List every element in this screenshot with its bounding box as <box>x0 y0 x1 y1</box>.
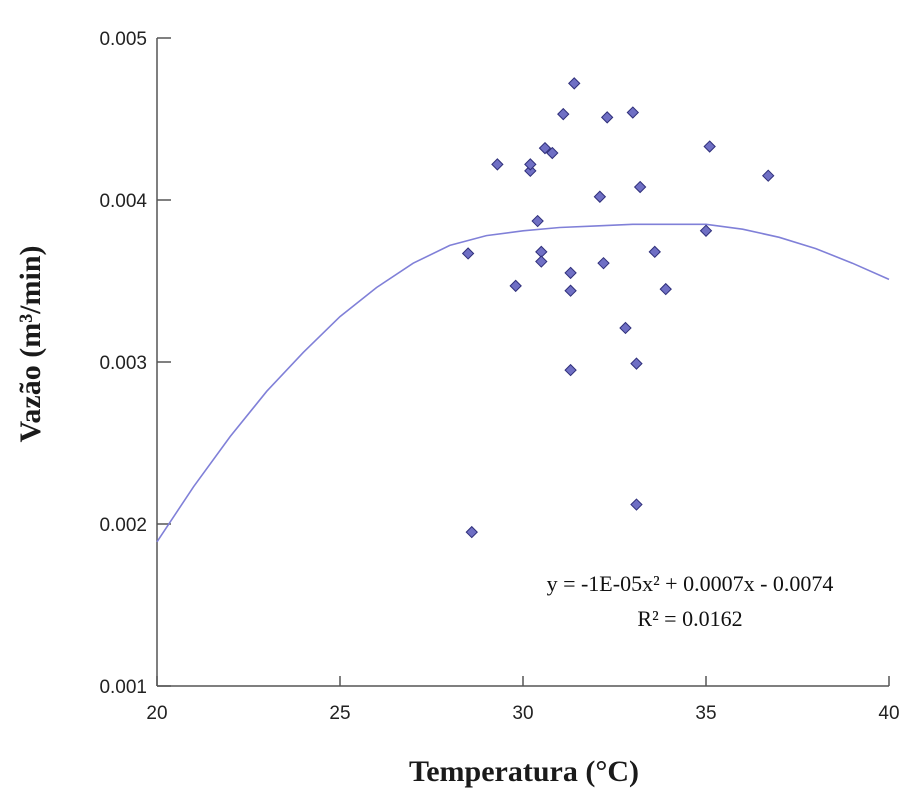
scatter-point <box>546 146 559 160</box>
scatter-point <box>461 247 475 260</box>
scatter-point <box>600 111 614 124</box>
scatter-point <box>762 169 775 182</box>
scatter-point <box>568 77 581 90</box>
scatter-point <box>524 164 537 178</box>
x-tick-label: 30 <box>512 703 533 724</box>
y-axis-title: Vazão (m³/min) <box>14 245 47 442</box>
scatter-point <box>557 107 570 121</box>
scatter-point <box>659 282 672 296</box>
scatter-point <box>699 224 713 237</box>
y-tick-label: 0.001 <box>99 677 147 698</box>
scatter-point <box>465 525 478 539</box>
trendline <box>156 223 890 543</box>
x-axis-title: Temperatura (°C) <box>409 755 639 788</box>
ticks: 20 25 30 35 40 0.001 0.002 0.003 0.004 0.005 <box>99 29 899 724</box>
scatter-point <box>593 190 607 203</box>
scatter-point <box>703 140 716 153</box>
scatter-point <box>524 158 537 171</box>
y-tick-label: 0.003 <box>99 353 147 374</box>
scatter-point <box>535 255 548 268</box>
scatter-point <box>648 245 661 259</box>
equation-label: y = -1E-05x² + 0.0007x - 0.0074 <box>547 571 834 596</box>
scatter-point <box>630 357 643 370</box>
x-tick-label: 25 <box>329 703 350 724</box>
scatter-point <box>538 141 552 155</box>
scatter-point <box>531 214 544 228</box>
r-squared-label: R² = 0.0162 <box>637 606 742 631</box>
scatter-point <box>619 321 632 335</box>
scatter-point <box>564 266 577 280</box>
y-tick-label: 0.004 <box>99 191 147 212</box>
trendline-layer <box>156 223 890 543</box>
points-layer <box>461 77 775 539</box>
scatter-point <box>626 106 640 119</box>
scatter-point <box>564 284 577 297</box>
y-tick-label: 0.002 <box>99 515 147 536</box>
scatter-point <box>564 363 577 377</box>
scatter-point <box>491 158 504 171</box>
scatter-point <box>509 279 522 293</box>
y-tick-label: 0.005 <box>99 29 147 50</box>
x-tick-label: 20 <box>146 703 167 724</box>
x-tick-label: 40 <box>878 703 899 724</box>
scatter-point <box>633 180 647 194</box>
x-tick-label: 35 <box>695 703 716 724</box>
scatter-point <box>597 256 610 270</box>
scatter-point <box>630 498 643 511</box>
